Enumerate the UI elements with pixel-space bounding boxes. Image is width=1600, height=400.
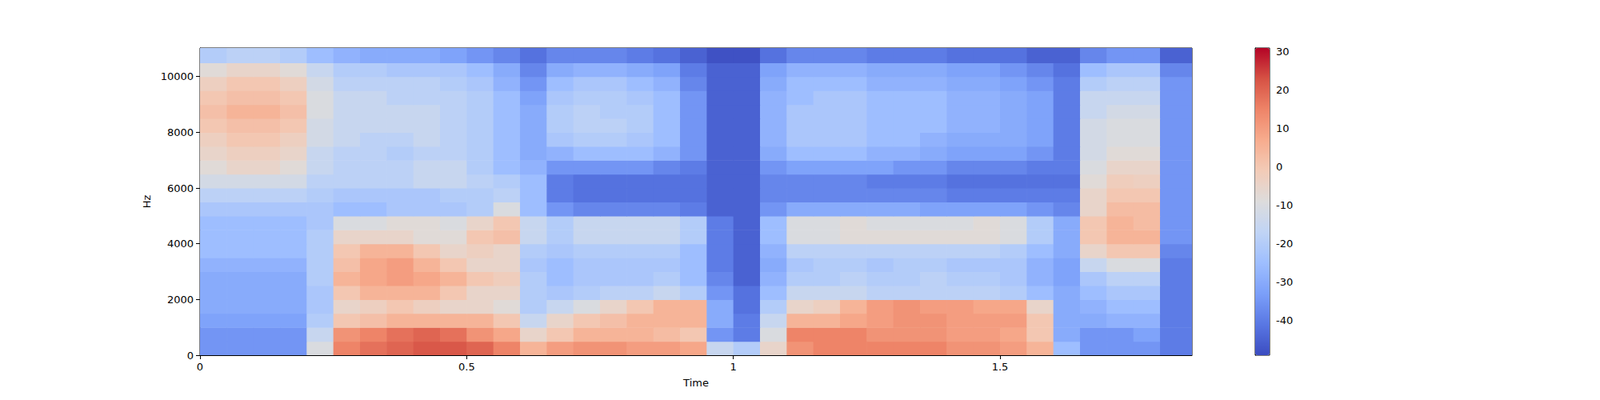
svg-text:8000: 8000 (167, 126, 194, 139)
svg-text:0: 0 (1276, 160, 1283, 173)
svg-text:0.5: 0.5 (458, 360, 476, 373)
svg-text:10: 10 (1276, 122, 1290, 135)
svg-text:Hz: Hz (140, 195, 153, 209)
svg-text:Time: Time (682, 376, 709, 389)
svg-text:-30: -30 (1276, 276, 1293, 288)
svg-text:20: 20 (1276, 84, 1290, 96)
svg-text:-40: -40 (1276, 314, 1293, 327)
svg-text:-20: -20 (1276, 237, 1293, 250)
svg-text:-10: -10 (1276, 199, 1293, 212)
svg-text:4000: 4000 (167, 237, 194, 250)
svg-text:2000: 2000 (167, 293, 194, 306)
svg-text:1: 1 (730, 360, 737, 373)
svg-text:1.5: 1.5 (992, 360, 1009, 373)
svg-text:10000: 10000 (160, 70, 194, 83)
svg-text:0: 0 (196, 360, 204, 373)
svg-text:0: 0 (187, 349, 194, 362)
svg-text:30: 30 (1276, 45, 1290, 58)
svg-text:6000: 6000 (167, 182, 194, 195)
